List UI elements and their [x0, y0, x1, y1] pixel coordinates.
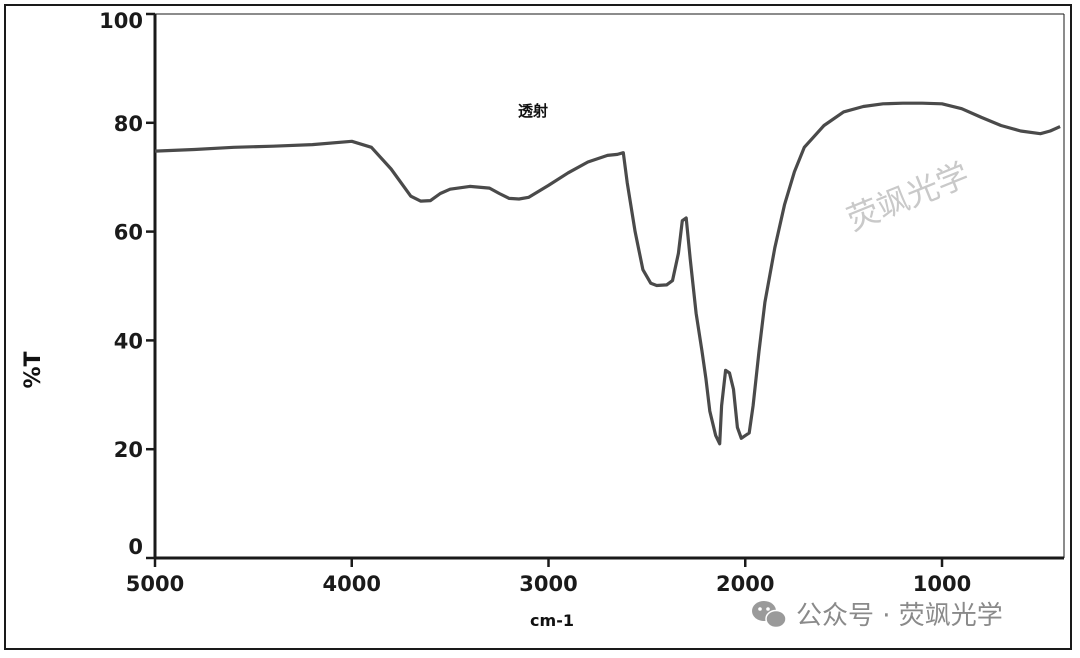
- x-tick-label: 4000: [323, 572, 381, 596]
- annotation-transmission: 透射: [518, 102, 548, 120]
- y-tick-label: 80: [114, 112, 143, 136]
- x-axis-label: cm-1: [530, 611, 574, 630]
- y-ticks: 0 20 40 60 80 100: [99, 9, 155, 560]
- x-tick-label: 1000: [913, 572, 971, 596]
- x-ticks: 5000 4000 3000 2000 1000: [126, 558, 971, 596]
- watermark-diagonal: 荧飒光学: [841, 155, 974, 238]
- chart-frame: [4, 4, 1072, 650]
- y-tick-label: 60: [114, 221, 143, 245]
- transmission-series-line: [154, 101, 1061, 446]
- x-tick-label: 2000: [716, 572, 774, 596]
- x-tick-label: 5000: [126, 572, 184, 596]
- y-axis-label: %T: [21, 351, 46, 388]
- y-tick-label: 20: [114, 438, 143, 462]
- y-tick-label: 40: [114, 329, 143, 353]
- y-tick-label: 0: [128, 535, 143, 559]
- y-tick-label: 100: [99, 9, 143, 33]
- wechat-icon: [752, 601, 787, 629]
- watermark-footer: 公众号 · 荧飒光学: [796, 601, 1003, 631]
- x-tick-label: 3000: [519, 572, 577, 596]
